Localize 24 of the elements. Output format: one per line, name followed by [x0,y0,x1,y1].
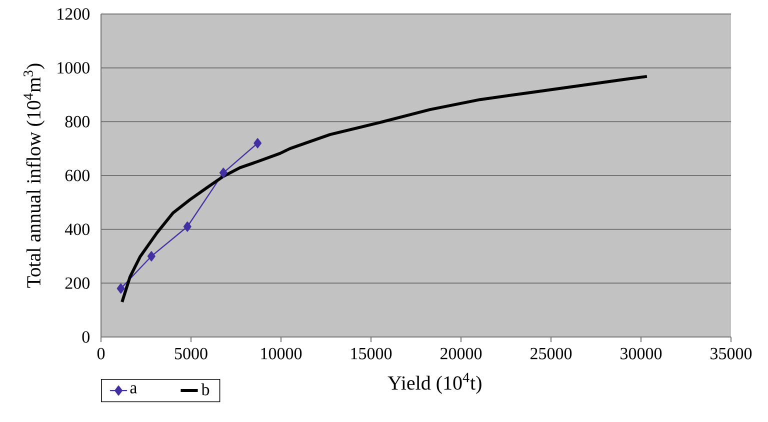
point [116,283,125,294]
y-tick-label: 0 [82,331,90,343]
x-tick-label: 25000 [530,348,572,360]
y-tick-label: 600 [65,170,90,182]
y-tick-label: 400 [64,224,90,236]
x-tick-label: 30000 [620,348,662,360]
point [183,222,192,232]
y-axis-title: Total annual inflow (10$^{4}$m$^{3}$) [24,64,45,288]
x-tick-label: 10000 [261,348,302,360]
x-tick-label: 20000 [440,348,482,360]
x-tick-label: 15000 [351,348,392,360]
y-tick-label: 1000 [58,62,90,74]
y-tick-label: 200 [65,277,90,289]
point [219,168,228,178]
y-tick-label: 1200 [58,8,90,20]
point [147,251,156,262]
x-axis-title: Yield (10$^{4}$t) [388,372,482,394]
x-tick-label: 5000 [174,348,208,360]
x-tick-label: 35000 [710,348,752,360]
x-tick-label: 0 [97,348,105,360]
y-tick-label: 800 [65,116,90,128]
legend-label: b [201,383,210,396]
point [254,138,262,148]
legend-label: a [130,385,137,394]
